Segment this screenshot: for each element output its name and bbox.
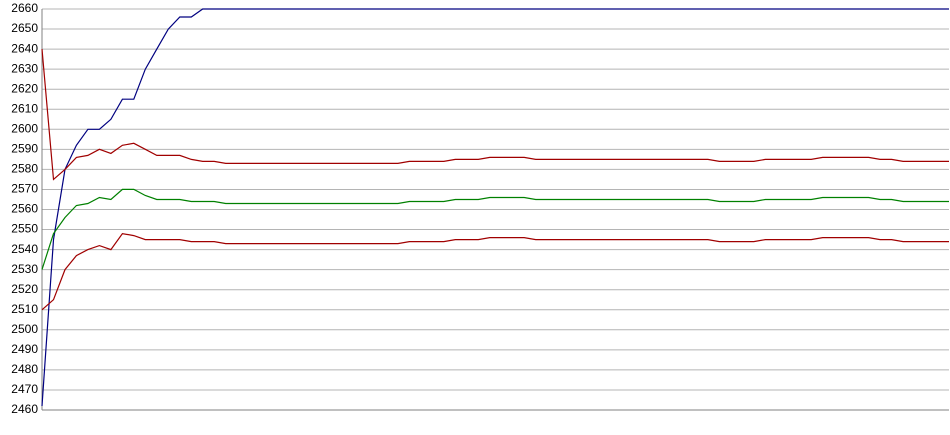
y-tick-label: 2580 — [11, 162, 38, 176]
series-line — [41, 49, 949, 181]
y-tick-label: 2630 — [11, 61, 38, 75]
y-tick-label: 2660 — [11, 1, 38, 15]
y-tick-label: 2490 — [11, 342, 38, 356]
y-tick-label: 2550 — [11, 222, 38, 236]
series-line — [41, 232, 949, 311]
y-tick-label: 2640 — [11, 41, 38, 55]
y-tick-label: 2610 — [11, 101, 38, 115]
series-line — [41, 188, 949, 270]
y-tick-label: 2510 — [11, 302, 38, 316]
y-tick-label: 2560 — [11, 202, 38, 216]
y-tick-label: 2480 — [11, 362, 38, 376]
y-tick-label: 2570 — [11, 182, 38, 196]
y-tick-label: 2530 — [11, 262, 38, 276]
y-tick-label: 2620 — [11, 81, 38, 95]
y-tick-label: 2520 — [11, 282, 38, 296]
y-tick-label: 2650 — [11, 21, 38, 35]
y-tick-label: 2460 — [11, 402, 38, 416]
y-tick-label: 2470 — [11, 382, 38, 396]
series-line — [41, 8, 949, 407]
y-tick-label: 2600 — [11, 121, 38, 135]
y-tick-label: 2500 — [11, 322, 38, 336]
y-tick-label: 2590 — [11, 142, 38, 156]
y-tick-label: 2540 — [11, 242, 38, 256]
